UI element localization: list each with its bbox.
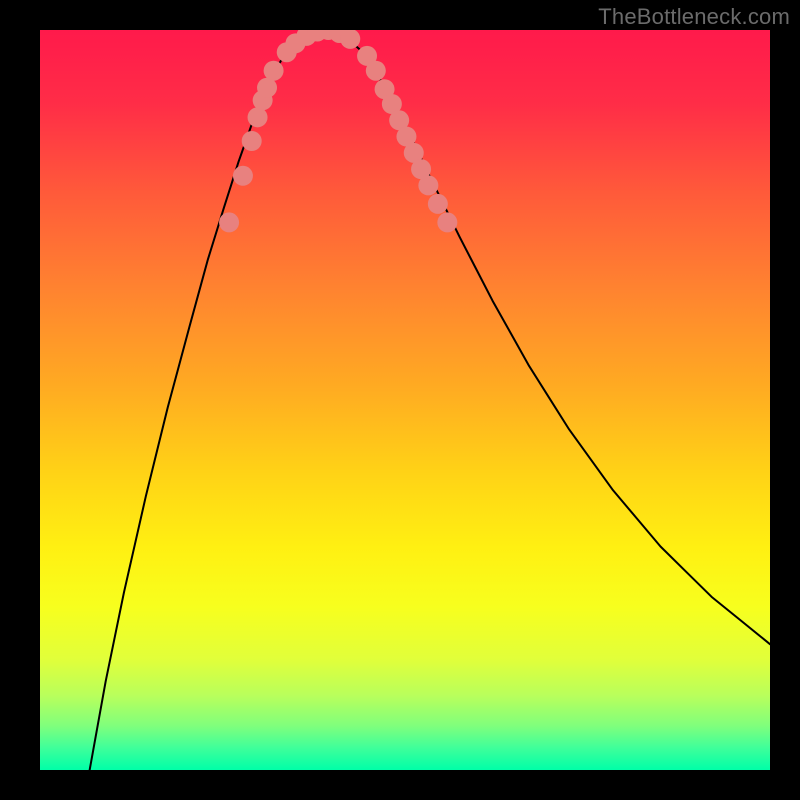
data-marker [219, 212, 239, 232]
data-marker [366, 61, 386, 81]
data-marker [242, 131, 262, 151]
data-marker [257, 78, 277, 98]
data-marker [437, 212, 457, 232]
watermark-text: TheBottleneck.com [598, 4, 790, 30]
data-marker [428, 194, 448, 214]
data-marker [264, 61, 284, 81]
plot-svg [40, 30, 770, 770]
data-marker [418, 175, 438, 195]
data-marker [248, 107, 268, 127]
chart-container: TheBottleneck.com [0, 0, 800, 800]
data-marker [233, 166, 253, 186]
